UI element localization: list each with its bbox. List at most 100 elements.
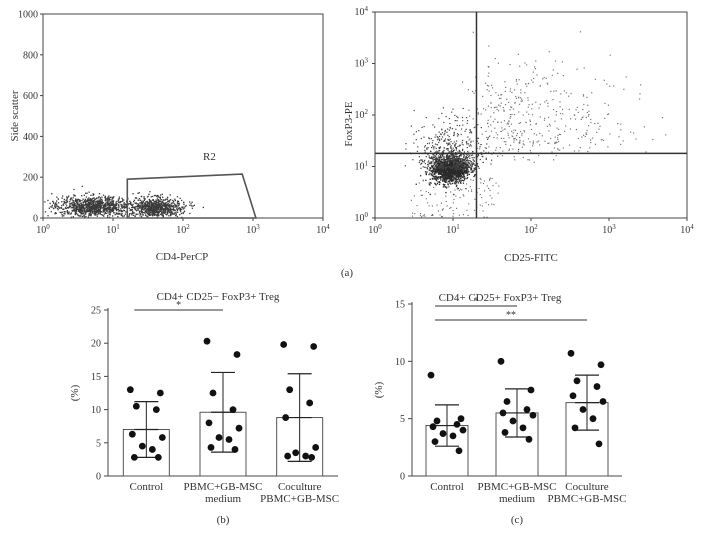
- cell-event-dot: [95, 211, 97, 213]
- cell-event-dot: [485, 158, 487, 160]
- cell-event-dot: [157, 204, 159, 206]
- cell-event-dot: [131, 206, 133, 209]
- cell-event-dot: [459, 164, 461, 167]
- data-point: [308, 454, 316, 461]
- cell-event-dot: [449, 127, 452, 129]
- cell-event-dot: [462, 159, 464, 161]
- cell-event-dot: [63, 213, 65, 215]
- cell-event-dot: [451, 170, 454, 172]
- cell-event-dot: [168, 205, 170, 207]
- cell-event-dot: [163, 212, 165, 214]
- cell-event-dot: [116, 200, 118, 203]
- cell-event-dot: [516, 133, 519, 135]
- cell-event-dot: [444, 168, 446, 170]
- cell-event-dot: [176, 215, 178, 218]
- cell-event-dot: [90, 202, 92, 204]
- cell-event-dot: [460, 166, 462, 168]
- cell-event-dot: [97, 213, 99, 215]
- cell-event-dot: [78, 208, 80, 210]
- cell-event-dot: [191, 201, 193, 203]
- cell-event-dot: [467, 214, 469, 216]
- cell-event-dot: [495, 147, 497, 149]
- cell-event-dot: [432, 164, 434, 166]
- cell-event-dot: [53, 207, 55, 209]
- cell-event-dot: [439, 140, 441, 142]
- cell-event-dot: [89, 206, 92, 208]
- cell-event-dot: [149, 212, 152, 214]
- cell-event-dot: [437, 155, 439, 157]
- cell-event-dot: [173, 209, 175, 211]
- cell-event-dot: [522, 140, 524, 142]
- cell-event-dot: [453, 193, 455, 196]
- cell-event-dot: [154, 204, 157, 206]
- cell-event-dot: [416, 150, 418, 152]
- data-point: [501, 429, 509, 436]
- cell-event-dot: [452, 160, 454, 162]
- cell-event-dot: [439, 159, 441, 161]
- cell-event-dot: [90, 209, 92, 211]
- cell-event-dot: [147, 212, 149, 214]
- cell-event-dot: [431, 156, 433, 158]
- cell-event-dot: [471, 90, 474, 93]
- cell-event-dot: [585, 133, 588, 135]
- cell-event-dot: [450, 170, 452, 172]
- cell-event-dot: [635, 138, 637, 140]
- cell-event-dot: [91, 208, 93, 210]
- data-point: [497, 357, 505, 365]
- cell-event-dot: [64, 207, 67, 209]
- cell-event-dot: [152, 205, 154, 208]
- cell-event-dot: [118, 207, 120, 209]
- cell-event-dot: [533, 161, 535, 163]
- cell-event-dot: [534, 68, 537, 70]
- cell-event-dot: [462, 144, 464, 146]
- cell-event-dot: [168, 210, 170, 213]
- cell-event-dot: [73, 194, 75, 196]
- cell-event-dot: [469, 157, 471, 159]
- cell-event-dot: [444, 129, 446, 132]
- cell-event-dot: [182, 212, 184, 215]
- cell-event-dot: [71, 206, 73, 208]
- cell-event-dot: [462, 139, 464, 141]
- cell-event-dot: [457, 174, 459, 176]
- cell-event-dot: [456, 166, 458, 168]
- cell-event-dot: [151, 207, 153, 209]
- cell-event-dot: [578, 150, 580, 152]
- cell-event-dot: [145, 203, 147, 206]
- cell-event-dot: [121, 207, 123, 209]
- cell-event-dot: [620, 129, 622, 131]
- cell-event-dot: [453, 177, 455, 179]
- cell-event-dot: [472, 31, 474, 33]
- cell-event-dot: [538, 154, 540, 157]
- cell-event-dot: [453, 179, 455, 181]
- cell-event-dot: [457, 177, 460, 179]
- cell-event-dot: [446, 155, 448, 157]
- cell-event-dot: [102, 194, 105, 196]
- cell-event-dot: [461, 158, 463, 160]
- cell-event-dot: [55, 207, 57, 209]
- cell-event-dot: [146, 215, 148, 217]
- cell-event-dot: [439, 135, 441, 137]
- cell-event-dot: [459, 154, 462, 156]
- cell-event-dot: [539, 85, 541, 87]
- cell-event-dot: [83, 194, 85, 196]
- cell-event-dot: [460, 174, 462, 176]
- cell-event-dot: [515, 97, 517, 99]
- cell-event-dot: [488, 151, 490, 153]
- cell-event-dot: [460, 179, 462, 181]
- cell-event-dot: [526, 111, 528, 113]
- cell-event-dot: [100, 199, 103, 201]
- cell-event-dot: [457, 181, 459, 183]
- cell-event-dot: [470, 145, 472, 147]
- cell-event-dot: [152, 202, 154, 204]
- data-point: [529, 411, 537, 419]
- cell-event-dot: [438, 159, 440, 161]
- cell-event-dot: [65, 206, 67, 209]
- cell-event-dot: [415, 183, 417, 185]
- cell-event-dot: [174, 206, 177, 208]
- cell-event-dot: [574, 118, 577, 120]
- cell-event-dot: [460, 160, 463, 162]
- cell-event-dot: [445, 159, 447, 161]
- cell-event-dot: [111, 204, 113, 206]
- cell-event-dot: [450, 179, 452, 181]
- cell-event-dot: [169, 194, 171, 196]
